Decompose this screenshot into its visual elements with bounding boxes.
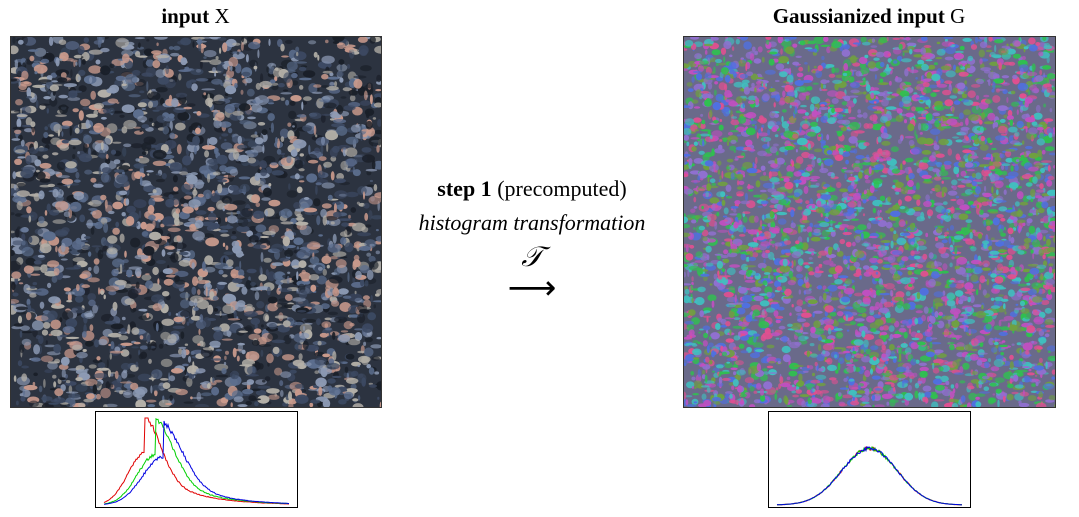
gaussianized-histogram-plot [776, 446, 963, 506]
histogram-curve-blue [776, 446, 963, 506]
input-title-variable: X [214, 4, 230, 28]
histogram-curve-green [103, 417, 289, 505]
transform-symbol: 𝒯 [521, 240, 543, 273]
gaussianized-title-label: Gaussianized input [772, 4, 945, 28]
input-histogram-plot [103, 417, 289, 505]
input-histogram [95, 411, 298, 508]
input-title-label: input [161, 4, 210, 28]
gaussianized-texture [684, 37, 1055, 407]
right-arrow-icon: ⟶ [507, 268, 557, 308]
gaussianized-histogram [768, 411, 971, 508]
input-texture-image [10, 36, 382, 408]
histogram-curve-red [103, 417, 289, 505]
gaussianized-title: Gaussianized input G [683, 4, 1055, 29]
gaussianized-texture-image [683, 36, 1056, 408]
step-note: (precomputed) [497, 176, 627, 201]
histogram-curve-green [776, 446, 963, 506]
step-number: step 1 [437, 176, 492, 201]
step-description: histogram transformation [418, 210, 646, 235]
histogram-curve-blue [103, 420, 289, 505]
histogram-curve-red [776, 446, 963, 506]
input-title: input X [10, 4, 381, 29]
granite-texture [11, 37, 381, 407]
gaussianized-title-variable: G [950, 4, 966, 28]
step-label: step 1 (precomputed) [381, 176, 683, 202]
